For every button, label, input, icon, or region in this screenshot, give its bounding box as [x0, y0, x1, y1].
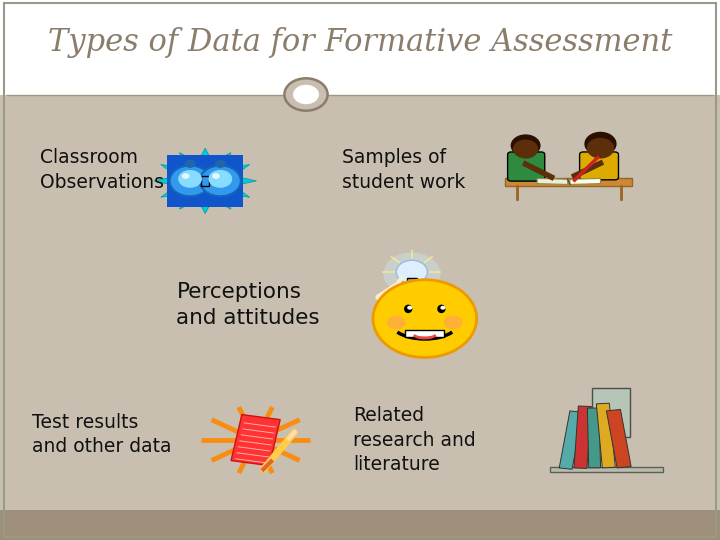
- Polygon shape: [606, 409, 631, 468]
- Circle shape: [209, 170, 232, 188]
- Circle shape: [444, 315, 463, 329]
- Circle shape: [383, 253, 441, 295]
- Polygon shape: [574, 406, 591, 468]
- Circle shape: [396, 260, 428, 284]
- Circle shape: [184, 160, 195, 168]
- Text: Perceptions
and attitudes: Perceptions and attitudes: [176, 282, 320, 328]
- FancyBboxPatch shape: [167, 154, 243, 207]
- Circle shape: [293, 85, 319, 104]
- Circle shape: [373, 280, 477, 357]
- Circle shape: [387, 315, 405, 329]
- Polygon shape: [154, 148, 256, 214]
- Circle shape: [513, 139, 539, 159]
- Circle shape: [408, 306, 413, 309]
- Text: Classroom
Observations: Classroom Observations: [40, 148, 163, 192]
- Polygon shape: [588, 408, 600, 468]
- Circle shape: [284, 78, 328, 111]
- FancyBboxPatch shape: [0, 510, 720, 540]
- Circle shape: [441, 306, 446, 309]
- Circle shape: [178, 170, 202, 188]
- FancyBboxPatch shape: [405, 330, 444, 338]
- Text: Types of Data for Formative Assessment: Types of Data for Formative Assessment: [48, 27, 672, 58]
- Circle shape: [215, 160, 226, 168]
- FancyBboxPatch shape: [0, 0, 720, 94]
- Circle shape: [169, 165, 210, 196]
- Text: Test results
and other data: Test results and other data: [32, 413, 172, 456]
- Circle shape: [510, 134, 541, 157]
- FancyBboxPatch shape: [508, 152, 545, 181]
- FancyBboxPatch shape: [505, 178, 632, 186]
- Polygon shape: [231, 415, 280, 465]
- Ellipse shape: [437, 305, 446, 313]
- Circle shape: [199, 165, 240, 196]
- Circle shape: [182, 173, 189, 179]
- FancyBboxPatch shape: [0, 94, 720, 510]
- Ellipse shape: [404, 305, 413, 313]
- FancyBboxPatch shape: [550, 467, 662, 472]
- Polygon shape: [559, 411, 582, 469]
- FancyBboxPatch shape: [407, 278, 417, 285]
- Text: Related
research and
literature: Related research and literature: [353, 406, 475, 474]
- Polygon shape: [570, 178, 600, 185]
- Circle shape: [587, 138, 614, 159]
- Polygon shape: [596, 403, 616, 468]
- Circle shape: [212, 173, 220, 179]
- FancyBboxPatch shape: [580, 152, 618, 180]
- Polygon shape: [537, 178, 567, 185]
- Text: Samples of
student work: Samples of student work: [342, 148, 465, 192]
- FancyBboxPatch shape: [592, 388, 630, 437]
- Circle shape: [585, 132, 616, 156]
- FancyBboxPatch shape: [202, 176, 209, 186]
